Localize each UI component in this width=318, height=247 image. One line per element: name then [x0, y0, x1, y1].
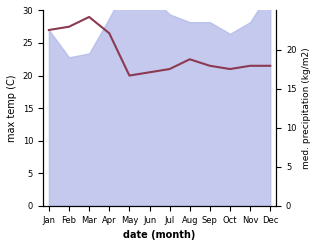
Y-axis label: max temp (C): max temp (C) [7, 74, 17, 142]
Y-axis label: med. precipitation (kg/m2): med. precipitation (kg/m2) [302, 47, 311, 169]
X-axis label: date (month): date (month) [123, 230, 196, 240]
